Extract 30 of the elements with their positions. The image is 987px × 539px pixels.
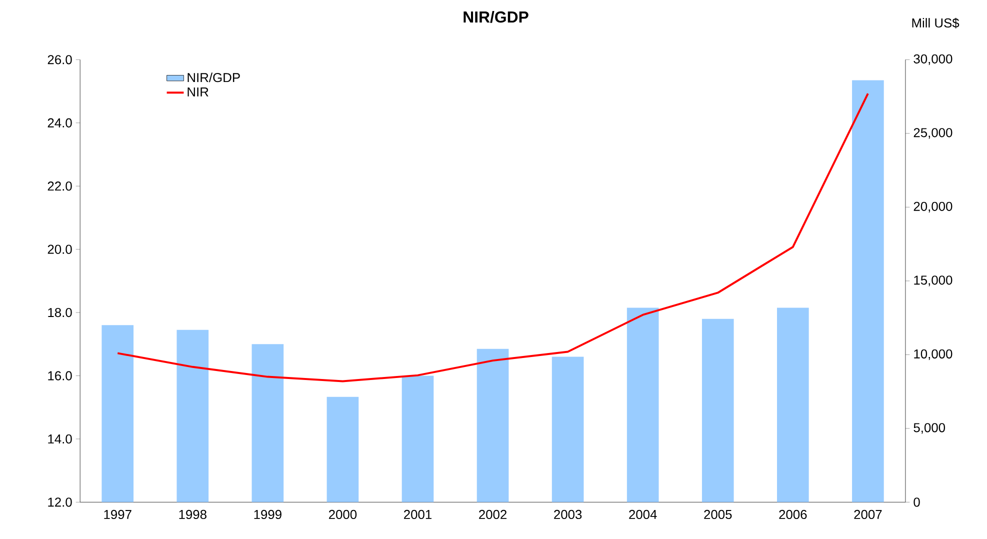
y-tick-label: 18.0 (48, 308, 72, 318)
y2-tick-label: 0 (914, 498, 920, 507)
y2-tick-label: 30,000 (914, 54, 952, 66)
x-tick-label: 1997 (104, 510, 132, 520)
legend-label: NIR/GDP (188, 72, 240, 82)
y-tick-label: 26.0 (48, 55, 72, 64)
y-tick-label: 16.0 (48, 371, 72, 380)
y-tick-label: 14.0 (48, 434, 72, 444)
y2-tick-label: 25,000 (914, 128, 952, 139)
x-tick-label: 2001 (404, 510, 432, 520)
x-tick-label: 2007 (854, 510, 882, 520)
x-tick-label: 1999 (254, 510, 282, 520)
y-tick-label: 24.0 (48, 118, 72, 128)
x-tick-label: 2000 (328, 510, 357, 520)
y2-axis-title: Mill US$ (912, 18, 960, 28)
legend-label: NIR (188, 88, 208, 96)
y-tick-label: 12.0 (48, 498, 72, 507)
y2-tick-label: 20,000 (914, 202, 952, 213)
x-tick-label: 2006 (779, 510, 807, 520)
y2-tick-label: 15,000 (914, 276, 952, 286)
y-tick-label: 22.0 (48, 182, 72, 191)
y2-tick-label: 5,000 (914, 423, 946, 434)
chart-title: NIR/GDP (464, 10, 528, 23)
y-tick-label: 20.0 (48, 244, 72, 254)
x-tick-label: 2004 (629, 510, 657, 520)
x-tick-label: 2005 (704, 510, 732, 520)
x-tick-label: 2002 (479, 510, 506, 520)
x-tick-label: 2003 (554, 510, 582, 520)
y2-tick-label: 10,000 (914, 349, 952, 360)
x-tick-label: 1998 (179, 510, 206, 520)
